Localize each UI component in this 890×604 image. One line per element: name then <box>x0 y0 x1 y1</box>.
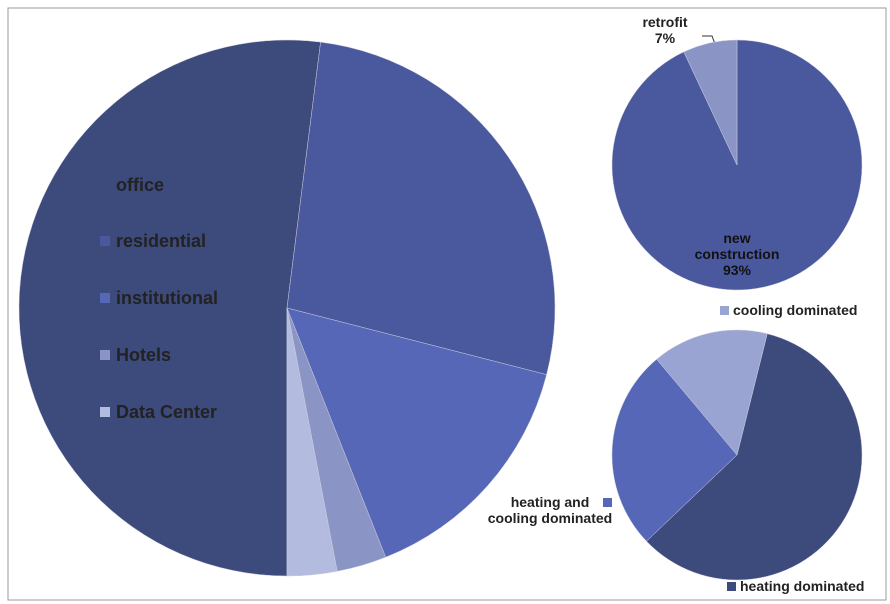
pie-slice <box>286 41 556 375</box>
pie-slice <box>286 307 338 577</box>
legend-label: heating and cooling dominated <box>487 494 613 526</box>
pie-slice <box>611 358 738 542</box>
pie-slice <box>286 307 547 558</box>
legend-swatch <box>603 498 612 507</box>
frame <box>7 7 887 601</box>
slice-label: new construction <box>694 230 780 262</box>
legend-swatch <box>100 407 110 417</box>
legend-label: institutional <box>116 288 218 308</box>
legend-label: heating dominated <box>740 578 865 594</box>
pie-slice <box>18 39 321 577</box>
pie-slice <box>646 333 863 581</box>
value-label: 93% <box>722 262 752 278</box>
legend-label: Hotels <box>116 345 172 365</box>
legend-swatch <box>720 306 729 315</box>
pie-slice <box>656 329 768 456</box>
legend-swatch <box>100 293 110 303</box>
pie-slice <box>683 39 738 166</box>
value-label: 7% <box>654 30 676 46</box>
legend-swatch <box>100 350 110 360</box>
legend-label: residential <box>116 231 207 251</box>
legend-label: Data Center <box>116 402 218 422</box>
slice-label: retrofit <box>642 14 688 30</box>
legend-swatch <box>100 180 110 190</box>
legend-label: cooling dominated <box>733 302 858 318</box>
legend-label: office <box>116 175 165 195</box>
legend-swatch <box>727 582 736 591</box>
legend-swatch <box>100 236 110 246</box>
